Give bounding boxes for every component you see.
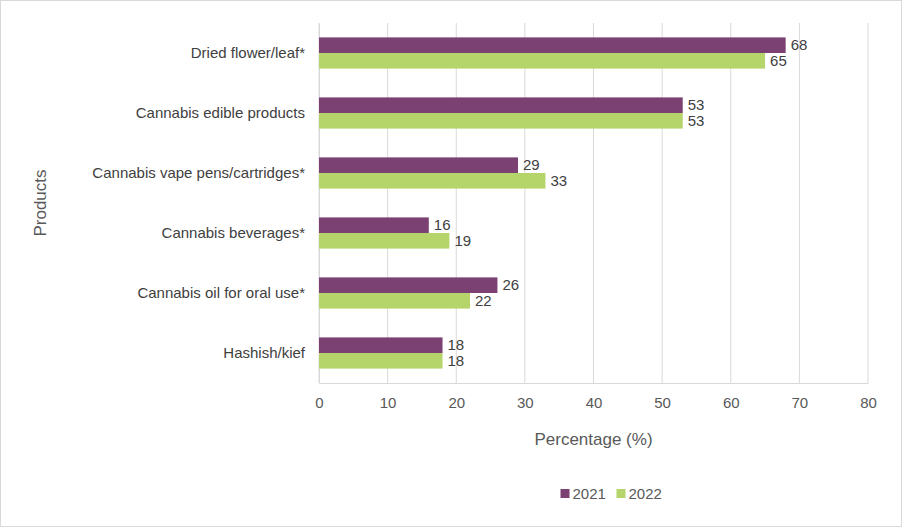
y-tick-label: Cannabis edible products — [136, 104, 305, 121]
x-axis: 0 10 20 30 40 50 60 70 80 — [315, 383, 877, 411]
grid-line — [868, 23, 869, 383]
grid-line — [662, 23, 663, 383]
bar — [319, 217, 429, 233]
x-tick-label: 0 — [315, 394, 323, 411]
grid-line — [524, 23, 525, 383]
x-tick: 50 — [654, 383, 671, 411]
data-label: 18 — [448, 352, 465, 369]
bar — [319, 353, 443, 369]
x-axis-title: Percentage (%) — [534, 430, 652, 449]
grid-line — [799, 23, 800, 383]
x-axis-line — [320, 383, 869, 384]
y-tick-label: Hashish/kief — [223, 344, 306, 361]
y-axis-line — [319, 24, 320, 384]
bar — [319, 173, 545, 189]
x-tick-label: 20 — [448, 394, 465, 411]
y-tick-label: Dried flower/leaf* — [191, 44, 305, 61]
x-tick-label: 80 — [860, 394, 877, 411]
y-tick: Cannabis oil for oral use* — [137, 284, 319, 301]
x-tick: 60 — [723, 383, 740, 411]
legend-label: 2022 — [629, 485, 662, 502]
data-label: 53 — [688, 96, 705, 113]
x-tick: 80 — [860, 383, 877, 411]
grid-line — [456, 23, 457, 383]
grid-line — [387, 23, 388, 383]
y-tick: Hashish/kief — [223, 344, 319, 361]
data-label: 68 — [791, 36, 808, 53]
data-label: 33 — [550, 172, 567, 189]
bar — [319, 233, 449, 249]
x-tick-label: 40 — [586, 394, 603, 411]
bar — [319, 37, 786, 53]
data-label: 16 — [434, 216, 451, 233]
data-label: 18 — [448, 336, 465, 353]
x-tick: 70 — [792, 383, 809, 411]
grid-line — [319, 23, 320, 383]
y-axis: Dried flower/leaf* Cannabis edible produc… — [92, 24, 319, 384]
x-tick: 10 — [380, 383, 397, 411]
grid-line — [730, 23, 731, 383]
legend-label: 2021 — [573, 485, 606, 502]
grid — [319, 23, 868, 383]
y-tick-label: Cannabis beverages* — [162, 224, 306, 241]
grid-line — [593, 23, 594, 383]
y-tick-label: Cannabis vape pens/cartridges* — [92, 164, 305, 181]
bar — [319, 113, 683, 129]
x-tick: 30 — [517, 383, 534, 411]
data-label: 26 — [502, 276, 519, 293]
x-tick-label: 70 — [792, 394, 809, 411]
bar — [319, 157, 518, 173]
y-axis-title: Products — [31, 169, 50, 236]
x-tick-label: 50 — [654, 394, 671, 411]
x-tick: 40 — [586, 383, 603, 411]
y-tick-label: Cannabis oil for oral use* — [137, 284, 305, 301]
bar — [319, 97, 683, 113]
data-label: 65 — [770, 52, 787, 69]
data-label: 29 — [523, 156, 540, 173]
bar — [319, 277, 497, 293]
x-tick-label: 10 — [380, 394, 397, 411]
legend: 2021 2022 — [561, 485, 662, 502]
y-tick: Cannabis beverages* — [162, 224, 319, 241]
x-tick-label: 30 — [517, 394, 534, 411]
data-labels: 68 53 29 16 26 18 65 53 33 19 22 18 — [434, 36, 808, 369]
frame — [1, 1, 902, 527]
bar — [319, 53, 765, 69]
x-tick: 0 — [315, 383, 323, 411]
y-tick: Cannabis vape pens/cartridges* — [92, 164, 319, 181]
y-tick: Dried flower/leaf* — [191, 44, 319, 61]
bars — [319, 37, 786, 368]
chart: 0 10 20 30 40 50 60 70 80 Dried flower/leaf* Canna… — [0, 0, 902, 527]
bar — [319, 337, 443, 353]
bar — [319, 293, 470, 309]
legend-swatch — [617, 489, 626, 498]
y-tick: Cannabis edible products — [136, 104, 319, 121]
legend-swatch — [561, 489, 570, 498]
x-tick: 20 — [448, 383, 465, 411]
data-label: 53 — [688, 112, 705, 129]
data-label: 19 — [454, 232, 471, 249]
data-label: 22 — [475, 292, 492, 309]
x-tick-label: 60 — [723, 394, 740, 411]
